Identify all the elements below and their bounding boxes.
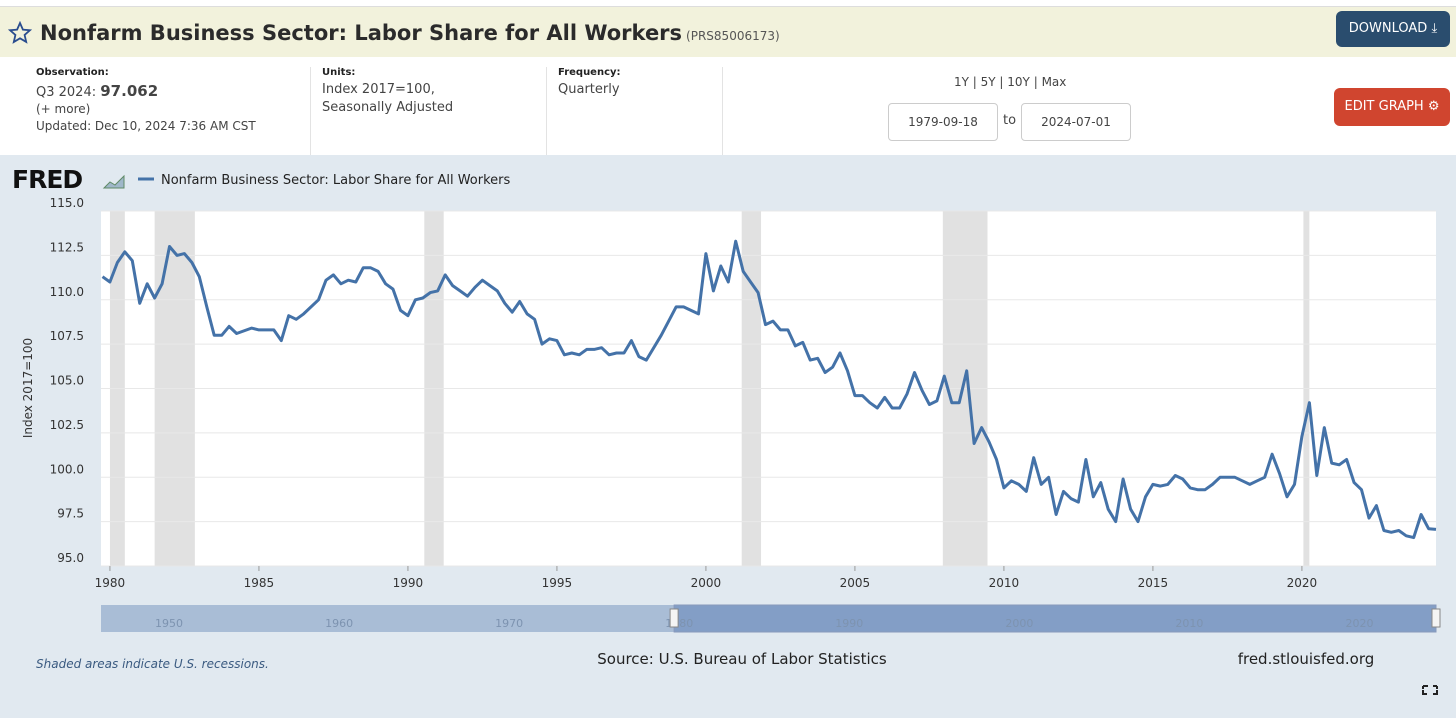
observation-period: Q3 2024: bbox=[36, 85, 97, 100]
end-date[interactable]: 2024-07-01 bbox=[1021, 103, 1131, 141]
edit-graph-button[interactable]: EDIT GRAPH ⚙ bbox=[1334, 88, 1450, 126]
y-tick-label: 97.5 bbox=[57, 507, 84, 521]
x-tick-label: 1985 bbox=[244, 576, 275, 590]
title-wrap: Nonfarm Business Sector: Labor Share for… bbox=[40, 21, 780, 45]
navigator-tick-label: 2020 bbox=[1345, 617, 1373, 630]
navigator-tick-label: 1970 bbox=[495, 617, 523, 630]
units-label: Units: bbox=[322, 67, 356, 78]
navigator-handle[interactable] bbox=[1431, 608, 1441, 628]
frequency-value: Quarterly bbox=[558, 82, 620, 97]
range-1y[interactable]: 1Y bbox=[954, 75, 969, 89]
x-tick-label: 2000 bbox=[691, 576, 722, 590]
navigator-tick-label: 1980 bbox=[665, 617, 693, 630]
x-tick-label: 2020 bbox=[1287, 576, 1318, 590]
units-value: Index 2017=100, bbox=[322, 82, 435, 97]
y-axis-label: Index 2017=100 bbox=[21, 338, 35, 438]
x-tick-label: 2010 bbox=[989, 576, 1020, 590]
site: fred.stlouisfed.org bbox=[1238, 650, 1375, 668]
observation-line: Q3 2024: 97.062 bbox=[36, 82, 310, 100]
frequency-label: Frequency: bbox=[558, 67, 621, 78]
navigator-tick-label: 1950 bbox=[155, 617, 183, 630]
navigator-tick-label: 1990 bbox=[835, 617, 863, 630]
range-5y[interactable]: 5Y bbox=[980, 75, 996, 89]
y-tick-label: 107.5 bbox=[50, 329, 84, 343]
y-tick-label: 110.0 bbox=[50, 285, 84, 299]
navigator-tick-label: 2010 bbox=[1175, 617, 1203, 630]
legend-label: Nonfarm Business Sector: Labor Share for… bbox=[161, 173, 511, 188]
y-tick-label: 100.0 bbox=[50, 462, 84, 476]
edit-label: EDIT GRAPH bbox=[1344, 99, 1424, 114]
observation-value: 97.062 bbox=[100, 82, 159, 100]
recession-note: Shaded areas indicate U.S. recessions. bbox=[36, 657, 269, 671]
y-tick-label: 102.5 bbox=[50, 418, 84, 432]
source: Source: U.S. Bureau of Labor Statistics bbox=[597, 650, 887, 668]
y-tick-label: 112.5 bbox=[50, 240, 84, 254]
download-label: DOWNLOAD bbox=[1348, 21, 1428, 36]
range-max[interactable]: Max bbox=[1041, 75, 1067, 89]
favorite-star[interactable] bbox=[8, 21, 32, 45]
frequency: Frequency: Quarterly bbox=[558, 67, 723, 155]
units: Units: Index 2017=100, Seasonally Adjust… bbox=[322, 67, 547, 155]
updated: Updated: Dec 10, 2024 7:36 AM CST bbox=[36, 119, 256, 133]
more-link[interactable]: (+ more) bbox=[36, 102, 91, 116]
series-line bbox=[101, 239, 1437, 540]
navigator-selected bbox=[673, 604, 1437, 633]
header: Nonfarm Business Sector: Labor Share for… bbox=[0, 6, 1456, 58]
x-tick-label: 2015 bbox=[1138, 576, 1169, 590]
range-10y[interactable]: 10Y bbox=[1007, 75, 1030, 89]
title: Nonfarm Business Sector: Labor Share for… bbox=[40, 21, 683, 45]
y-tick-label: 105.0 bbox=[50, 374, 84, 388]
navigator-tick-label: 1960 bbox=[325, 617, 353, 630]
navigator-handle[interactable] bbox=[669, 608, 679, 628]
units-value-2: Seasonally Adjusted bbox=[322, 100, 454, 115]
y-tick-label: 95.0 bbox=[57, 551, 84, 565]
logo-icon bbox=[102, 174, 125, 189]
series-id: (PRS85006173) bbox=[686, 29, 780, 43]
navigator-bg bbox=[101, 605, 1436, 632]
start-date[interactable]: 1979-09-18 bbox=[888, 103, 998, 141]
observation: Observation: Q3 2024: 97.062 (+ more) Up… bbox=[36, 67, 311, 155]
download-button[interactable]: DOWNLOAD ⤓ bbox=[1336, 11, 1450, 47]
fullscreen-icon[interactable] bbox=[1422, 685, 1438, 695]
info-bar: Observation: Q3 2024: 97.062 (+ more) Up… bbox=[0, 57, 1456, 155]
y-tick-label: 115.0 bbox=[50, 196, 84, 210]
observation-label: Observation: bbox=[36, 67, 109, 78]
navigator-tick-label: 2000 bbox=[1005, 617, 1033, 630]
range-buttons: 1Y | 5Y | 10Y | Max bbox=[954, 75, 1067, 89]
x-tick-label: 2005 bbox=[840, 576, 871, 590]
fred-logo: FRED bbox=[12, 165, 82, 194]
x-tick-label: 1995 bbox=[542, 576, 573, 590]
x-tick-label: 1990 bbox=[393, 576, 424, 590]
to-label: to bbox=[1003, 113, 1017, 128]
x-tick-label: 1980 bbox=[95, 576, 126, 590]
